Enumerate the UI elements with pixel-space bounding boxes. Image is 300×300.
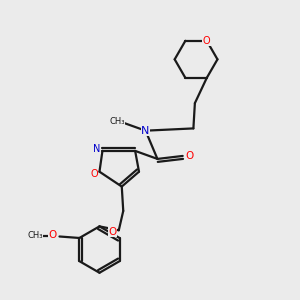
Text: N: N	[141, 126, 150, 136]
Text: O: O	[185, 151, 194, 161]
Text: O: O	[203, 36, 211, 46]
Text: O: O	[108, 227, 116, 237]
Text: CH₃: CH₃	[110, 117, 125, 126]
Text: O: O	[90, 169, 98, 179]
Text: O: O	[49, 230, 57, 240]
Text: N: N	[93, 143, 101, 154]
Text: CH₃: CH₃	[27, 230, 43, 239]
